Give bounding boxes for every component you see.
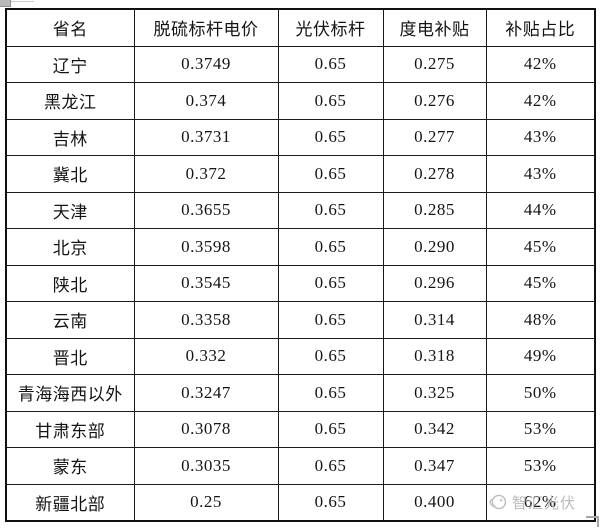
table-row: 云南 0.3358 0.65 0.314 48%: [5, 301, 596, 339]
table-cell: 50%: [485, 374, 596, 412]
table-row: 天津 0.3655 0.65 0.285 44%: [5, 191, 596, 229]
table-cell: 0.372: [133, 155, 279, 193]
screenshot-edge-artifact: [0, 1, 34, 2]
table-cell: 0.65: [277, 483, 384, 521]
table-cell: 0.3655: [133, 191, 279, 229]
table-cell: 49%: [485, 337, 596, 375]
table-body: 辽宁 0.3749 0.65 0.275 42% 黑龙江 0.374 0.65 0.276 42%…: [5, 45, 596, 521]
table-cell: 0.65: [277, 155, 384, 193]
table-cell: 0.65: [277, 45, 384, 83]
table-cell: 45%: [485, 264, 596, 302]
table-row: 黑龙江 0.374 0.65 0.276 42%: [5, 82, 596, 120]
table-cell: 冀北: [5, 155, 135, 193]
table-row: 蒙东 0.3035 0.65 0.347 53%: [5, 447, 596, 485]
header-cell-province: 省名: [5, 8, 135, 47]
table-cell: 0.3358: [133, 301, 279, 339]
table-cell: 0.285: [382, 191, 487, 229]
table-cell: 黑龙江: [5, 82, 135, 120]
pv-subsidy-table: 省名 脱硫标杆电价 光伏标杆 度电补贴 补贴占比 辽宁 0.3749 0.65 0.2…: [5, 8, 596, 522]
table-row: 晋北 0.332 0.65 0.318 49%: [5, 337, 596, 375]
table-row: 新疆北部 0.25 0.65 0.400 62%: [5, 483, 596, 521]
table-cell: 0.65: [277, 301, 384, 339]
table-cell: 0.290: [382, 228, 487, 266]
table-cell: 0.3598: [133, 228, 279, 266]
table-cell: 0.318: [382, 337, 487, 375]
table-row: 陕北 0.3545 0.65 0.296 45%: [5, 264, 596, 302]
table-cell: 0.342: [382, 410, 487, 448]
table-cell: 42%: [485, 45, 596, 83]
table-cell: 0.65: [277, 118, 384, 156]
table-cell: 48%: [485, 301, 596, 339]
table-cell: 45%: [485, 228, 596, 266]
table-cell: 北京: [5, 228, 135, 266]
table-cell: 辽宁: [5, 45, 135, 83]
table-cell: 62%: [485, 483, 596, 521]
table-cell: 42%: [485, 82, 596, 120]
table-cell: 0.65: [277, 374, 384, 412]
table-row: 北京 0.3598 0.65 0.290 45%: [5, 228, 596, 266]
table-cell: 吉林: [5, 118, 135, 156]
table-cell: 0.65: [277, 82, 384, 120]
table-cell: 青海海西以外: [5, 374, 135, 412]
table-cell: 0.3545: [133, 264, 279, 302]
header-row: 省名 脱硫标杆电价 光伏标杆 度电补贴 补贴占比: [5, 8, 596, 47]
table-cell: 0.374: [133, 82, 279, 120]
table-row: 青海海西以外 0.3247 0.65 0.325 50%: [5, 374, 596, 412]
header-cell-pv-benchmark: 光伏标杆: [277, 8, 384, 47]
table-row: 冀北 0.372 0.65 0.278 43%: [5, 155, 596, 193]
table-cell: 0.65: [277, 337, 384, 375]
table-cell: 43%: [485, 155, 596, 193]
table-cell: 0.314: [382, 301, 487, 339]
table-cell: 陕北: [5, 264, 135, 302]
table-cell: 0.65: [277, 191, 384, 229]
screenshot-handle-bottomright: [586, 516, 599, 527]
table-cell: 0.3035: [133, 447, 279, 485]
table-cell: 0.3247: [133, 374, 279, 412]
screenshot-handle-topleft: [0, 0, 11, 7]
header-cell-per-kwh-subsidy: 度电补贴: [382, 8, 487, 47]
table-cell: 0.275: [382, 45, 487, 83]
table-cell: 53%: [485, 410, 596, 448]
table-cell: 天津: [5, 191, 135, 229]
table-row: 甘肃东部 0.3078 0.65 0.342 53%: [5, 410, 596, 448]
table-cell: 0.65: [277, 410, 384, 448]
header-cell-desulfur-price: 脱硫标杆电价: [133, 8, 279, 47]
table-cell: 0.3078: [133, 410, 279, 448]
table-cell: 0.65: [277, 264, 384, 302]
table-cell: 0.325: [382, 374, 487, 412]
table-cell: 53%: [485, 447, 596, 485]
table-cell: 0.332: [133, 337, 279, 375]
table-cell: 0.400: [382, 483, 487, 521]
table-row: 辽宁 0.3749 0.65 0.275 42%: [5, 45, 596, 83]
table-cell: 0.296: [382, 264, 487, 302]
table-cell: 0.276: [382, 82, 487, 120]
table-cell: 0.25: [133, 483, 279, 521]
table-cell: 44%: [485, 191, 596, 229]
table-cell: 0.3731: [133, 118, 279, 156]
table-cell: 0.65: [277, 447, 384, 485]
table-cell: 0.278: [382, 155, 487, 193]
table-cell: 0.277: [382, 118, 487, 156]
table-cell: 新疆北部: [5, 483, 135, 521]
header-cell-subsidy-ratio: 补贴占比: [485, 8, 596, 47]
table-cell: 云南: [5, 301, 135, 339]
table-header: 省名 脱硫标杆电价 光伏标杆 度电补贴 补贴占比: [5, 8, 596, 47]
table-cell: 0.65: [277, 228, 384, 266]
table-cell: 0.347: [382, 447, 487, 485]
table-cell: 蒙东: [5, 447, 135, 485]
table-row: 吉林 0.3731 0.65 0.277 43%: [5, 118, 596, 156]
table-cell: 晋北: [5, 337, 135, 375]
table-cell: 甘肃东部: [5, 410, 135, 448]
table-cell: 43%: [485, 118, 596, 156]
table-cell: 0.3749: [133, 45, 279, 83]
